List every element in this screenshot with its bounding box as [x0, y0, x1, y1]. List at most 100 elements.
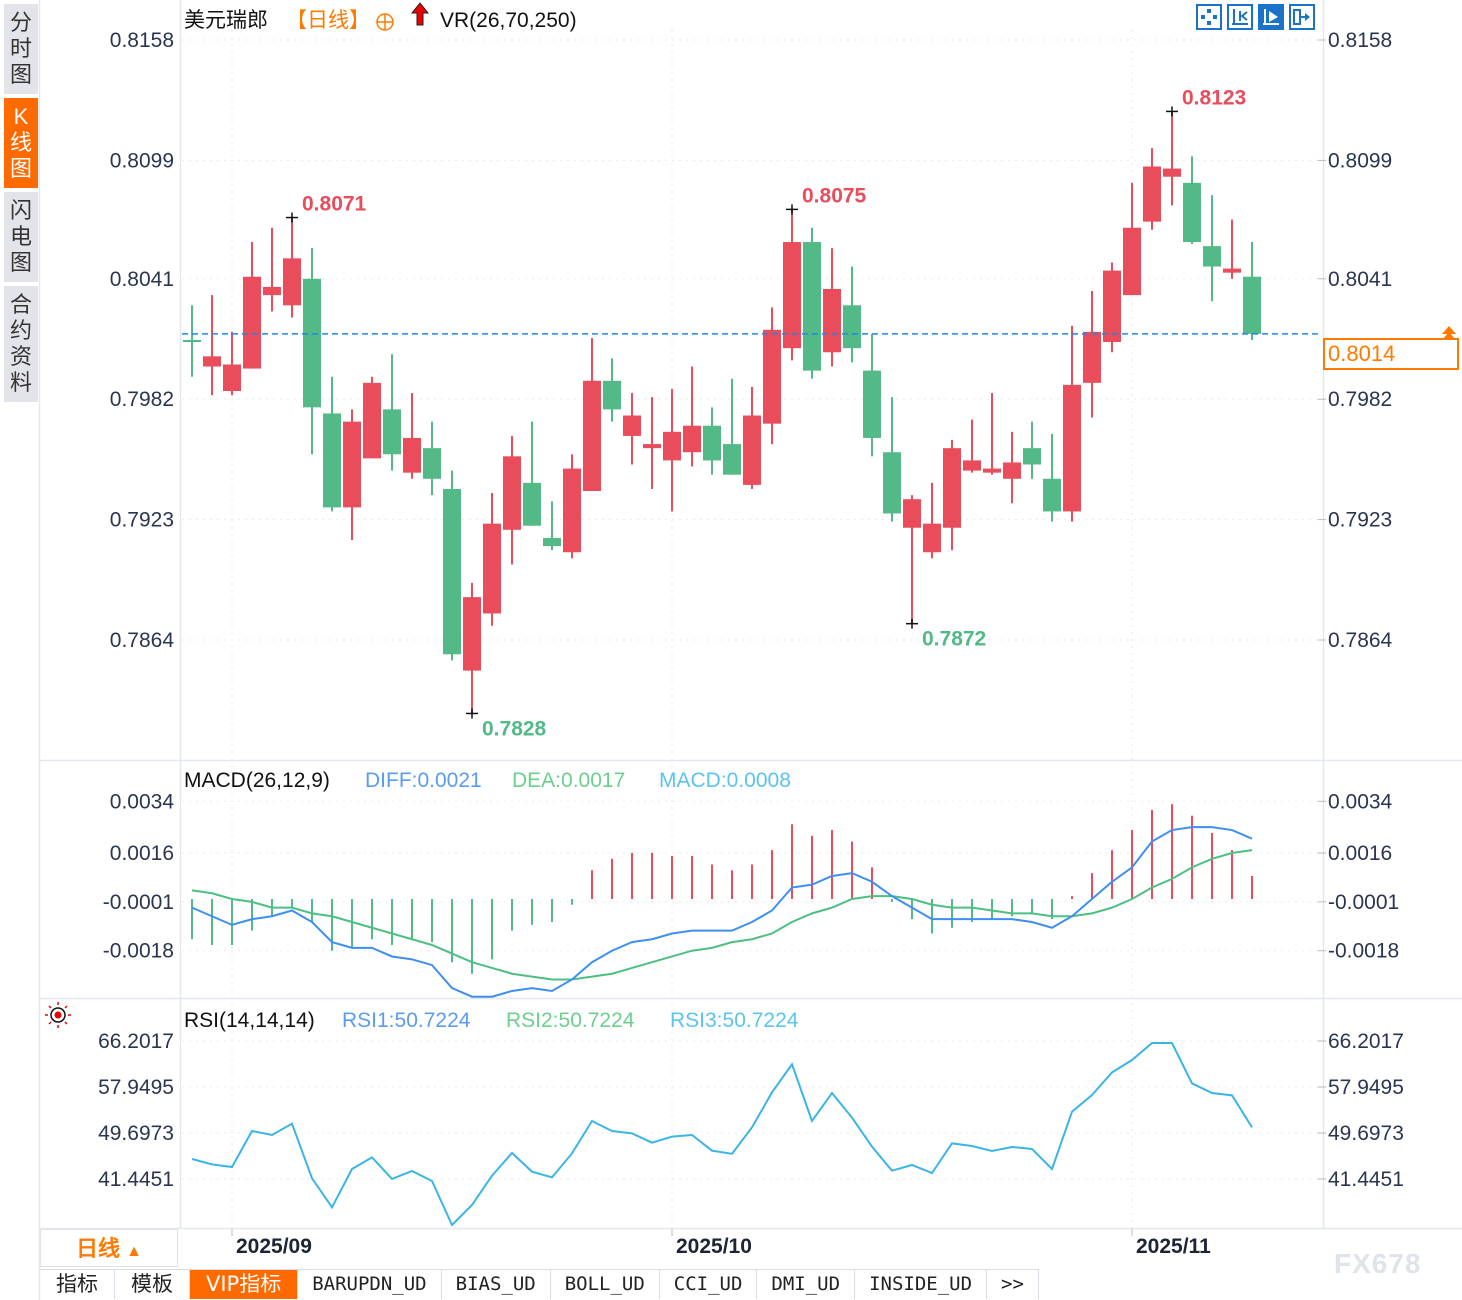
low-price-label: 0.7828 [482, 717, 547, 740]
candle-up [503, 435, 521, 565]
candle-up [903, 495, 921, 624]
y-tick-left: 0.7864 [110, 629, 175, 652]
candle-up [563, 454, 581, 559]
period-label[interactable]: 【日线】 [286, 9, 370, 32]
y-tick-right: 0.0034 [1328, 790, 1393, 813]
y-tick-left: 0.0016 [110, 842, 174, 865]
sidebar-tab-timeshare[interactable]: 分时图 [4, 4, 38, 94]
y-tick-right: -0.0001 [1328, 891, 1399, 914]
candle-up [663, 388, 681, 512]
y-tick-left: 0.7923 [110, 509, 174, 532]
candle-down [423, 421, 441, 496]
candle-body [903, 499, 921, 528]
candle-up [1083, 291, 1101, 418]
tab-templates[interactable]: 模板 [115, 1270, 190, 1299]
candle-body [263, 286, 281, 296]
candle-down [1203, 195, 1221, 302]
candle-up [763, 307, 781, 445]
y-tick-right: 0.8158 [1328, 29, 1392, 52]
macd-dea-legend: DEA:0.0017 [512, 769, 625, 792]
indicator-tabs: 指标 模板 VIP指标 BARUPDN_UD BIAS_UD BOLL_UD C… [40, 1269, 1039, 1300]
scroll-to-end-icon[interactable] [1289, 4, 1315, 30]
candle-body [523, 482, 541, 526]
chart-toolbar [1196, 4, 1315, 30]
candle-body [663, 431, 681, 461]
y-tick-left: 41.4451 [98, 1168, 174, 1191]
candle-body [563, 468, 581, 553]
candle-up [203, 295, 221, 396]
y-tick-right: 0.0016 [1328, 842, 1392, 865]
candle-body [1243, 276, 1261, 334]
candle-up [623, 393, 641, 465]
candle-body [803, 242, 821, 371]
tab-dmi-ud[interactable]: DMI_UD [757, 1270, 856, 1299]
candle-up [923, 482, 941, 559]
candle-body [1203, 246, 1221, 267]
macd-title: MACD(26,12,9) [184, 769, 330, 792]
sidebar-tab-contract-info[interactable]: 合约资料 [4, 286, 38, 402]
rsi1-legend: RSI1:50.7224 [342, 1009, 471, 1032]
crosshair-icon[interactable] [1196, 4, 1222, 30]
play-range-icon[interactable] [1258, 4, 1284, 30]
candle-down [1243, 242, 1261, 340]
sidebar-tab-kline[interactable]: K线图 [4, 98, 38, 188]
candle-body [983, 468, 1001, 473]
crosshair-add-icon[interactable] [376, 13, 394, 31]
candle-body [1023, 448, 1041, 465]
candle-up [1103, 262, 1121, 353]
chart-frame [38, 0, 1462, 1300]
tab-indicators[interactable]: 指标 [40, 1270, 115, 1299]
settings-sun-icon[interactable] [45, 1002, 71, 1028]
triangle-up-icon: ▲ [126, 1243, 142, 1260]
tab-more-button[interactable]: >> [987, 1270, 1039, 1299]
candle-body [583, 380, 601, 492]
candle-body [923, 523, 941, 553]
zoom-range-icon[interactable] [1227, 4, 1253, 30]
candle-body [783, 242, 801, 349]
candle-body [363, 382, 381, 459]
tab-boll-ud[interactable]: BOLL_UD [551, 1270, 660, 1299]
x-tick-label: 2025/11 [1136, 1235, 1211, 1258]
candle-up [943, 440, 961, 551]
candle-up [743, 386, 761, 489]
y-tick-left: 49.6973 [98, 1122, 174, 1145]
tab-cci-ud[interactable]: CCI_UD [660, 1270, 758, 1299]
candle-down [803, 227, 821, 379]
period-selector[interactable]: 日线 ▲ [40, 1229, 178, 1267]
candle-down [1023, 421, 1041, 479]
y-tick-left: 0.8099 [110, 149, 174, 172]
high-price-label: 0.8123 [1182, 86, 1246, 109]
candle-up [243, 242, 261, 369]
tab-vip-indicators[interactable]: VIP指标 [190, 1270, 299, 1299]
tab-barupdn-ud[interactable]: BARUPDN_UD [298, 1270, 442, 1299]
sidebar-tab-flash[interactable]: 闪电图 [4, 192, 38, 282]
candle-body [223, 364, 241, 392]
candle-up [1063, 325, 1081, 522]
candle-up [1223, 219, 1241, 279]
candle-up [1143, 148, 1161, 230]
candle-body [303, 278, 321, 408]
candle-body [483, 523, 501, 614]
candle-body [1143, 166, 1161, 222]
dea-line [191, 849, 1253, 981]
candle-body [503, 456, 521, 530]
candle-down [523, 421, 541, 526]
candle-body [1183, 182, 1201, 243]
candle-up [1003, 431, 1021, 504]
price-alert-up-icon[interactable] [1442, 326, 1456, 340]
macd-panel [191, 804, 1253, 998]
high-price-label: 0.8071 [302, 193, 367, 216]
y-tick-right: 49.6973 [1328, 1122, 1404, 1145]
tab-bias-ud[interactable]: BIAS_UD [442, 1270, 551, 1299]
y-tick-right: 0.7923 [1328, 509, 1392, 532]
candle-down [1183, 156, 1201, 245]
candle-body [863, 370, 881, 438]
candle-body [883, 452, 901, 514]
tab-inside-ud[interactable]: INSIDE_UD [855, 1270, 988, 1299]
candle-up [1163, 111, 1181, 206]
candle-up [963, 419, 981, 473]
candle-body [1123, 227, 1141, 296]
candle-body [723, 444, 741, 475]
candle-body [1003, 462, 1021, 479]
